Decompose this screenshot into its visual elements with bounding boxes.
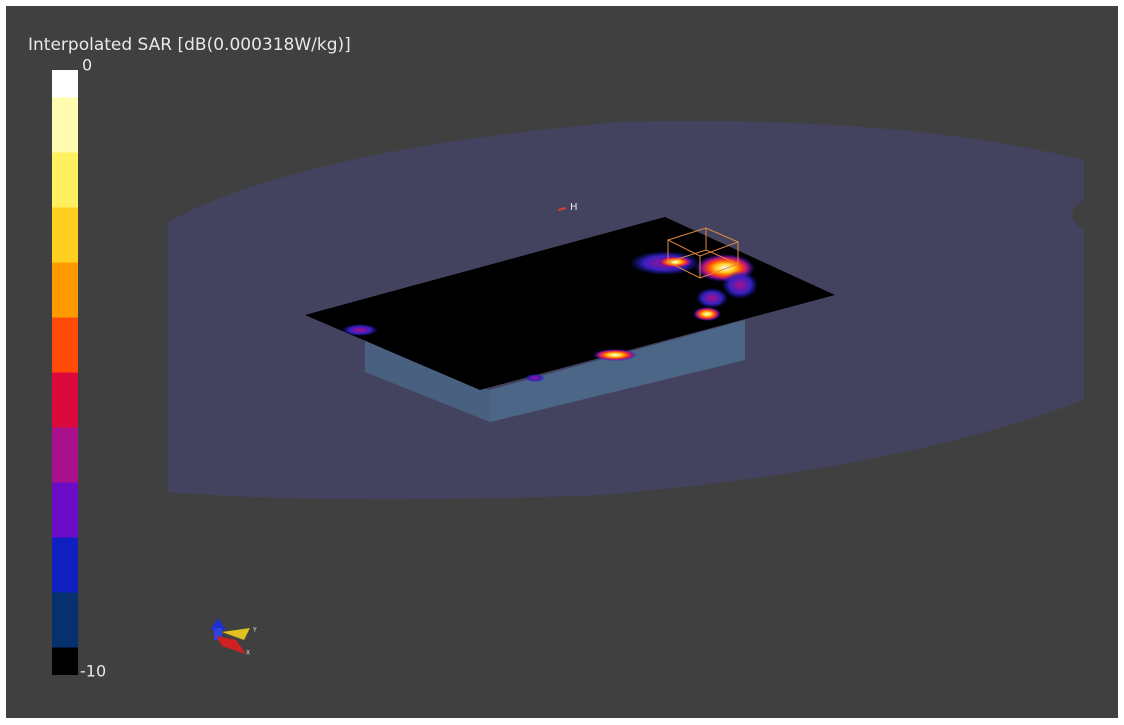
colorbar-step [52,427,78,483]
colorbar-step [52,372,78,428]
colorbar-title: Interpolated SAR [dB(0.000318W/kg)] [28,35,351,55]
colorbar-step [52,262,78,318]
colorbar-step [52,482,78,538]
axis-y-label: Y [252,627,257,634]
probe-box [666,227,740,279]
colorbar-step [52,207,78,263]
colorbar [52,70,78,675]
colorbar-step [52,317,78,373]
axis-x-label: X [246,650,250,657]
marker-label: H [570,202,578,213]
colorbar-max: 0 [82,56,92,75]
colorbar-step [52,537,78,593]
colorbar-step [52,647,78,675]
device-front [490,320,745,422]
colorbar-step [52,70,78,98]
device-side [365,320,745,422]
colorbar-step [52,152,78,208]
marker [557,207,567,211]
colorbar-step [52,97,78,153]
colorbar-min: -10 [80,662,106,681]
axis-gizmo [210,618,250,654]
colorbar-step [52,592,78,648]
